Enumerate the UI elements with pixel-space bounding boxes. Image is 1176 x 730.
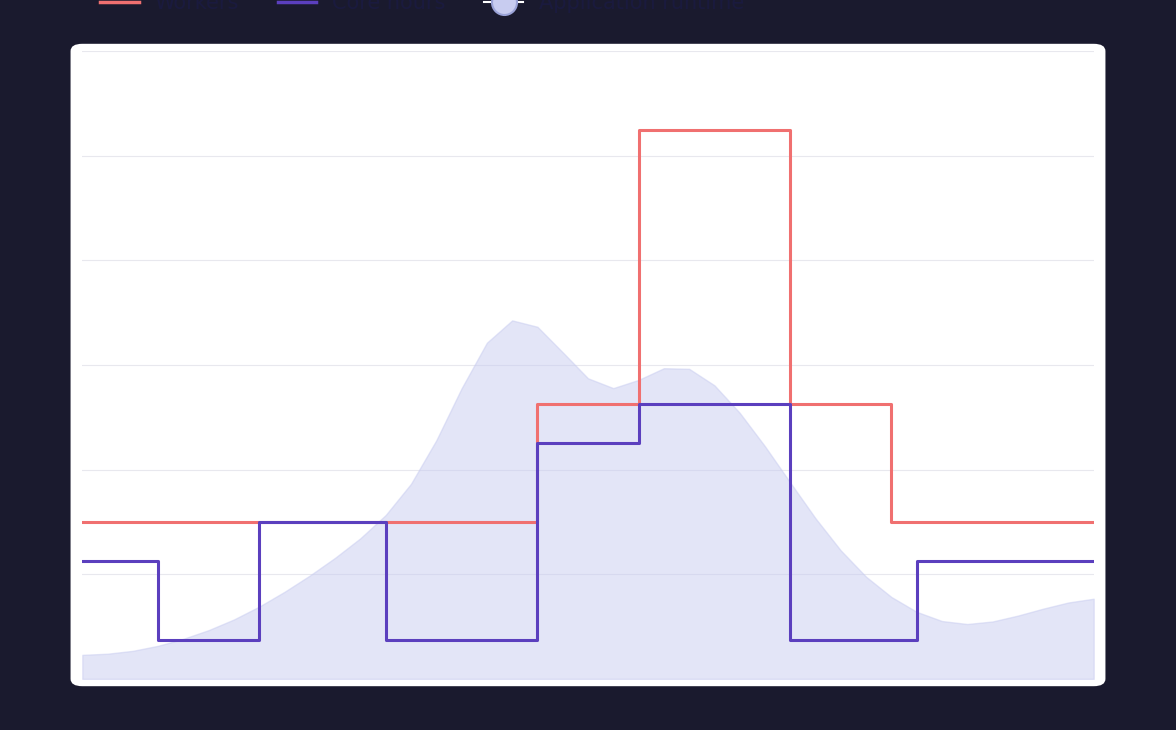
- Legend: Workers, Core hours, Application runtime: Workers, Core hours, Application runtime: [92, 0, 751, 21]
